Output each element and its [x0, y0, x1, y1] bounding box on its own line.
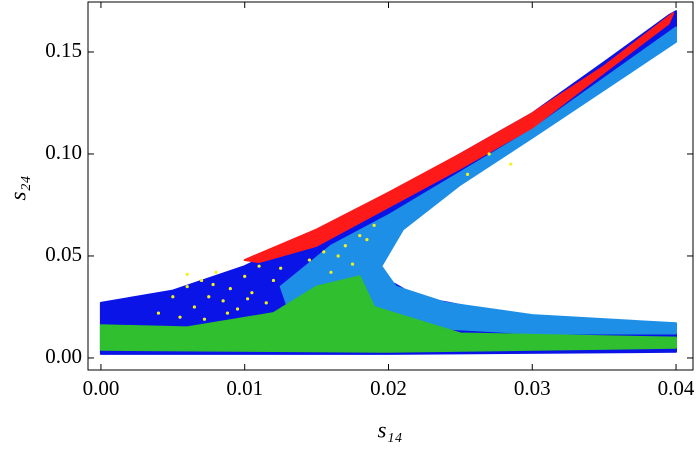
- point: [271, 278, 276, 283]
- point: [372, 223, 376, 227]
- point: [509, 162, 513, 166]
- point: [185, 284, 189, 289]
- point: [235, 307, 240, 311]
- point: [329, 270, 333, 274]
- point: [264, 301, 268, 305]
- y-tick-label: 0.10: [45, 140, 82, 164]
- y-tick-label: 0.15: [45, 38, 82, 62]
- point: [350, 262, 355, 266]
- point: [225, 311, 230, 315]
- x-tick-label: 0.04: [658, 376, 695, 400]
- x-tick-label: 0.02: [370, 376, 407, 400]
- point-region: [243, 12, 675, 264]
- point: [336, 254, 340, 258]
- point: [465, 172, 470, 176]
- point: [279, 266, 283, 270]
- point: [307, 258, 312, 262]
- x-tick-label: 0.01: [226, 376, 263, 400]
- point: [202, 317, 207, 321]
- point: [322, 250, 326, 254]
- plot-frame: [87, 1, 694, 371]
- point: [199, 278, 204, 283]
- y-tick-label: 0.00: [45, 344, 82, 368]
- x-axis-label: s₁₄: [378, 417, 403, 442]
- y-tick-label: 0.05: [45, 242, 82, 266]
- y-axis-label: s₂₄: [5, 176, 30, 201]
- point: [171, 295, 175, 299]
- point: [185, 272, 189, 276]
- point: [228, 287, 232, 291]
- point: [211, 282, 215, 287]
- point: [245, 297, 250, 301]
- point: [257, 264, 261, 268]
- point: [192, 305, 196, 309]
- point: [221, 299, 225, 303]
- point-region: [99, 275, 677, 353]
- point: [487, 152, 491, 156]
- point: [250, 291, 254, 295]
- point: [358, 233, 362, 238]
- x-tick-label: 0.03: [514, 376, 551, 400]
- point: [178, 315, 182, 319]
- point: [365, 238, 369, 242]
- point: [214, 270, 218, 274]
- point: [156, 311, 161, 315]
- point: [207, 295, 211, 299]
- x-tick-label: 0.00: [83, 376, 120, 400]
- point: [243, 274, 247, 278]
- point: [343, 244, 347, 248]
